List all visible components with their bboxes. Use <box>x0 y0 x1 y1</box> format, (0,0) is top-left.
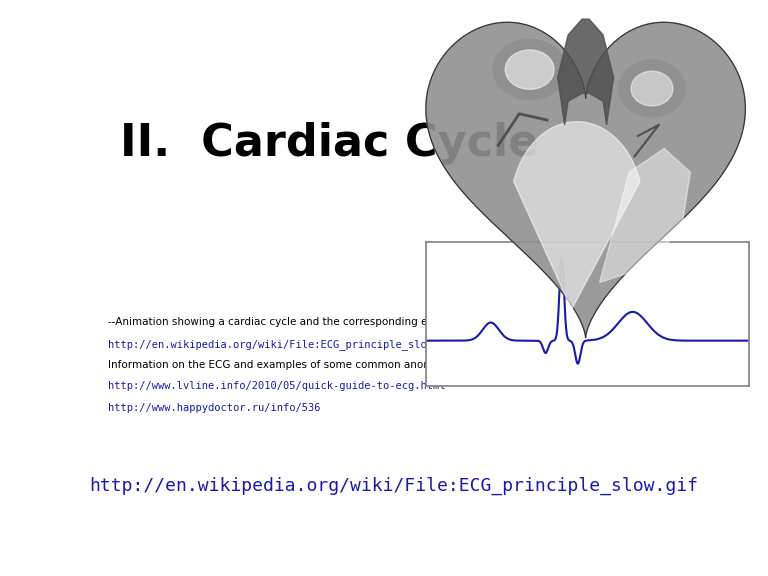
Ellipse shape <box>505 50 554 89</box>
Text: http://en.wikipedia.org/wiki/File:ECG_principle_slow.gif: http://en.wikipedia.org/wiki/File:ECG_pr… <box>108 339 458 350</box>
Polygon shape <box>514 122 640 309</box>
Text: --Animation showing a cardiac cycle and the corresponding electrocardiogram wave: --Animation showing a cardiac cycle and … <box>108 317 548 328</box>
Text: http://www.lvline.info/2010/05/quick-guide-to-ecg.html: http://www.lvline.info/2010/05/quick-gui… <box>108 381 445 391</box>
Text: http://en.wikipedia.org/wiki/File:ECG_principle_slow.gif: http://en.wikipedia.org/wiki/File:ECG_pr… <box>89 476 698 495</box>
Text: http://www.happydoctor.ru/info/536: http://www.happydoctor.ru/info/536 <box>108 403 320 412</box>
Ellipse shape <box>631 71 673 106</box>
Polygon shape <box>426 22 745 338</box>
Ellipse shape <box>493 40 566 100</box>
Polygon shape <box>558 19 614 125</box>
Text: II.  Cardiac Cycle: II. Cardiac Cycle <box>120 122 538 165</box>
Ellipse shape <box>619 60 685 117</box>
Text: Information on the ECG and examples of some common anomalies: Information on the ECG and examples of s… <box>108 360 458 370</box>
Polygon shape <box>600 149 690 282</box>
